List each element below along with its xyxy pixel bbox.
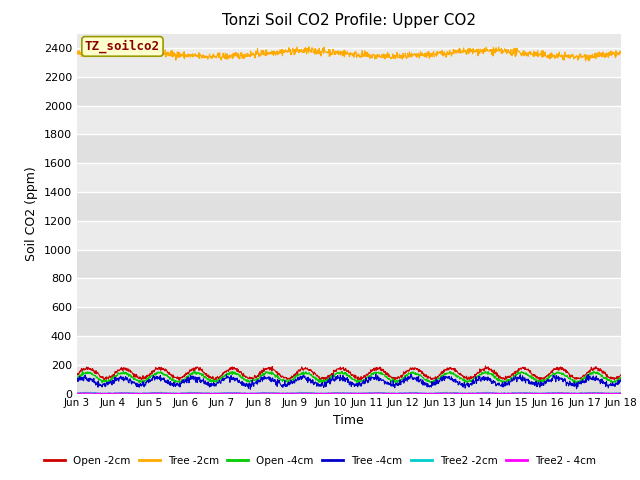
Bar bbox=[77, 307, 621, 336]
Tree2 - 4cm bbox=[505, 391, 513, 396]
Bar bbox=[77, 278, 621, 307]
Tree2 - 4cm bbox=[182, 390, 189, 396]
Line: Tree -2cm: Tree -2cm bbox=[77, 46, 621, 61]
Open -2cm bbox=[482, 363, 490, 369]
Line: Tree -4cm: Tree -4cm bbox=[77, 374, 621, 389]
Tree -2cm bbox=[73, 50, 81, 56]
Tree2 - 4cm bbox=[73, 390, 81, 396]
Tree2 - 4cm bbox=[195, 390, 202, 396]
Y-axis label: Soil CO2 (ppm): Soil CO2 (ppm) bbox=[25, 166, 38, 261]
Bar bbox=[77, 106, 621, 134]
Open -4cm bbox=[617, 375, 625, 381]
Tree2 - 4cm bbox=[82, 390, 90, 396]
Open -4cm bbox=[505, 379, 513, 384]
Open -4cm bbox=[255, 376, 263, 382]
Text: TZ_soilco2: TZ_soilco2 bbox=[85, 40, 160, 53]
Tree -4cm bbox=[194, 375, 202, 381]
Tree2 - 4cm bbox=[255, 390, 263, 396]
Tree -2cm bbox=[617, 49, 625, 55]
Open -2cm bbox=[73, 372, 81, 377]
Tree2 -2cm bbox=[505, 390, 513, 396]
Open -2cm bbox=[255, 372, 263, 378]
Open -4cm bbox=[180, 377, 188, 383]
Tree2 -2cm bbox=[73, 390, 81, 396]
Tree2 - 4cm bbox=[553, 390, 561, 396]
Bar bbox=[77, 77, 621, 106]
Tree -4cm bbox=[553, 376, 561, 382]
Open -2cm bbox=[176, 377, 184, 383]
Tree -4cm bbox=[180, 379, 188, 384]
Open -2cm bbox=[553, 367, 561, 372]
Tree2 -2cm bbox=[255, 390, 263, 396]
Tree -2cm bbox=[582, 58, 589, 64]
Tree2 -2cm bbox=[617, 390, 625, 396]
Line: Open -2cm: Open -2cm bbox=[77, 366, 621, 380]
Bar bbox=[77, 365, 621, 394]
Open -2cm bbox=[505, 373, 513, 379]
Open -4cm bbox=[434, 377, 442, 383]
Bar bbox=[77, 192, 621, 221]
Line: Tree2 - 4cm: Tree2 - 4cm bbox=[77, 393, 621, 394]
Tree -2cm bbox=[255, 54, 263, 60]
Open -2cm bbox=[195, 365, 202, 371]
Tree2 - 4cm bbox=[617, 391, 625, 396]
Open -4cm bbox=[553, 370, 561, 376]
Tree -4cm bbox=[73, 378, 81, 384]
Line: Tree2 -2cm: Tree2 -2cm bbox=[77, 392, 621, 394]
Tree -2cm bbox=[181, 53, 189, 59]
Tree -4cm bbox=[434, 378, 442, 384]
Bar bbox=[77, 134, 621, 163]
Bar bbox=[77, 163, 621, 192]
Open -4cm bbox=[572, 381, 579, 386]
X-axis label: Time: Time bbox=[333, 414, 364, 427]
Tree2 -2cm bbox=[195, 390, 202, 396]
Tree -4cm bbox=[505, 381, 513, 386]
Open -2cm bbox=[434, 373, 442, 379]
Tree -4cm bbox=[255, 379, 263, 385]
Bar bbox=[77, 336, 621, 365]
Tree -2cm bbox=[505, 49, 513, 55]
Tree2 - 4cm bbox=[99, 391, 107, 396]
Tree2 - 4cm bbox=[434, 391, 442, 396]
Tree -2cm bbox=[195, 52, 202, 58]
Open -4cm bbox=[191, 368, 198, 374]
Title: Tonzi Soil CO2 Profile: Upper CO2: Tonzi Soil CO2 Profile: Upper CO2 bbox=[222, 13, 476, 28]
Line: Open -4cm: Open -4cm bbox=[77, 371, 621, 384]
Tree2 -2cm bbox=[443, 389, 451, 395]
Legend: Open -2cm, Tree -2cm, Open -4cm, Tree -4cm, Tree2 -2cm, Tree2 - 4cm: Open -2cm, Tree -2cm, Open -4cm, Tree -4… bbox=[40, 452, 600, 470]
Tree2 -2cm bbox=[434, 391, 442, 396]
Tree -4cm bbox=[372, 371, 380, 377]
Bar bbox=[77, 250, 621, 278]
Bar bbox=[77, 48, 621, 77]
Open -2cm bbox=[617, 372, 625, 378]
Open -4cm bbox=[195, 370, 202, 376]
Tree -4cm bbox=[246, 386, 254, 392]
Tree -2cm bbox=[434, 51, 442, 57]
Tree2 -2cm bbox=[553, 390, 561, 396]
Tree -2cm bbox=[152, 43, 159, 49]
Tree -2cm bbox=[553, 51, 561, 57]
Tree2 -2cm bbox=[93, 391, 101, 396]
Tree -4cm bbox=[617, 376, 625, 382]
Tree2 -2cm bbox=[181, 390, 189, 396]
Open -4cm bbox=[73, 377, 81, 383]
Bar bbox=[77, 221, 621, 250]
Open -2cm bbox=[181, 373, 189, 379]
